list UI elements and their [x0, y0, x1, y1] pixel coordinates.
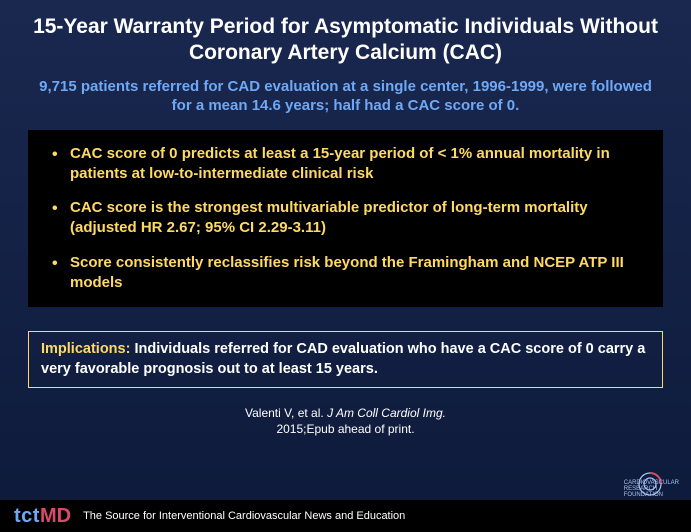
crf-text: CARDIOVASCULAR RESEARCH FOUNDATION: [624, 480, 679, 498]
finding-bullet: CAC score of 0 predicts at least a 15-ye…: [52, 144, 643, 185]
citation-authors: Valenti V, et al.: [245, 406, 327, 420]
implications-label: Implications:: [41, 341, 130, 357]
citation-rest: 2015;Epub ahead of print.: [276, 422, 414, 436]
implications-body: Individuals referred for CAD evaluation …: [41, 341, 645, 377]
slide-container: 15-Year Warranty Period for Asymptomatic…: [0, 0, 691, 532]
findings-box: CAC score of 0 predicts at least a 15-ye…: [28, 130, 663, 308]
findings-list: CAC score of 0 predicts at least a 15-ye…: [52, 144, 643, 294]
slide-title: 15-Year Warranty Period for Asymptomatic…: [28, 14, 663, 67]
implications-text: Implications: Individuals referred for C…: [41, 341, 645, 377]
finding-bullet: CAC score is the strongest multivariable…: [52, 198, 643, 239]
finding-bullet: Score consistently reclassifies risk bey…: [52, 253, 643, 294]
citation-journal: J Am Coll Cardiol Img.: [327, 406, 446, 420]
slide-subtitle: 9,715 patients referred for CAD evaluati…: [28, 77, 663, 116]
crf-line: FOUNDATION: [624, 492, 679, 498]
footer-tagline: The Source for Interventional Cardiovasc…: [83, 510, 405, 522]
logo-md: MD: [40, 505, 71, 528]
implications-box: Implications: Individuals referred for C…: [28, 331, 663, 388]
logo-tct: tct: [14, 505, 40, 528]
citation: Valenti V, et al. J Am Coll Cardiol Img.…: [28, 406, 663, 437]
tctmd-logo: tctMD: [14, 505, 71, 528]
footer-bar: tctMD The Source for Interventional Card…: [0, 500, 691, 532]
